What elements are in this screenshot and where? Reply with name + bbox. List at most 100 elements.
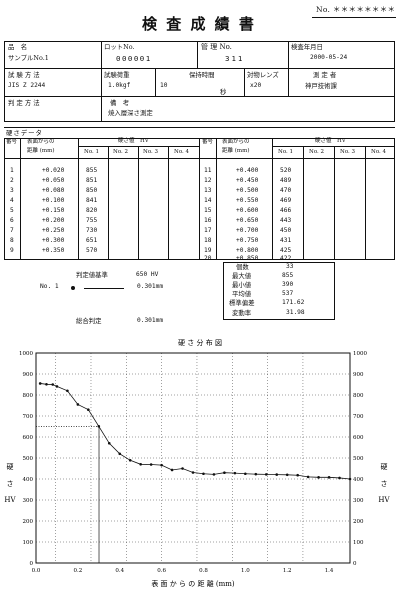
data-point — [181, 467, 184, 470]
data-point — [139, 463, 142, 466]
row-hardness: 425 — [280, 247, 292, 254]
remarks-value: 焼入層深さ測定 — [108, 109, 153, 117]
y-tick-label-right: 600 — [353, 435, 364, 441]
data-point — [38, 382, 42, 385]
row-distance: +0.750 — [236, 237, 259, 244]
table-header-rule — [4, 158, 395, 159]
col-header-distance: 表面からの — [27, 139, 55, 145]
header-divider — [155, 68, 156, 96]
data-point — [128, 459, 132, 462]
legend-series-value: 0.301mm — [137, 283, 164, 290]
row-hardness: 820 — [86, 207, 98, 214]
legend-line — [84, 288, 124, 289]
method-value: JIS Z 2244 — [8, 82, 46, 89]
col-header-no1: No. 1 — [84, 149, 100, 155]
header-divider — [288, 41, 289, 96]
stat-cv-label: 変動率 — [232, 309, 252, 317]
y-tick-label-right: 100 — [353, 540, 364, 546]
row-distance: +0.250 — [42, 227, 65, 234]
col-header-no2: No. 2 — [309, 149, 325, 155]
data-point — [149, 463, 153, 466]
row-hardness: 489 — [280, 177, 292, 184]
data-point — [66, 389, 69, 393]
row-distance: +0.400 — [236, 167, 259, 174]
row-distance: +0.850 — [236, 255, 259, 262]
method-label: 試 験 方 法 — [8, 71, 40, 79]
data-point — [275, 473, 279, 476]
tester-value: 神戸技術課 — [305, 82, 337, 90]
row-distance: +0.150 — [42, 207, 65, 214]
row-number: 19 — [204, 247, 212, 254]
report-number: No. ＊＊＊＊＊＊＊＊ — [316, 5, 396, 14]
y-tick-label: 1000 — [19, 351, 33, 357]
row-distance: +0.500 — [236, 187, 259, 194]
x-tick-label: 1.2 — [283, 568, 292, 574]
col-rule — [20, 138, 21, 260]
hardness-table-left — [4, 138, 200, 260]
y-tick-label-right: 300 — [353, 498, 364, 504]
row-distance: +0.350 — [42, 247, 65, 254]
row-hardness: 431 — [280, 237, 292, 244]
stat-min-label: 最小値 — [232, 281, 252, 289]
y-tick-label-right: 400 — [353, 477, 364, 483]
col-header-hardness: 硬さ値 HV — [118, 138, 149, 144]
hardness-table-right — [200, 138, 395, 260]
col-rule — [168, 146, 169, 260]
row-distance: +0.450 — [236, 177, 259, 184]
row-distance: +0.050 — [42, 177, 65, 184]
stat-mean-label: 平均値 — [232, 290, 252, 298]
data-point — [55, 385, 59, 388]
row-distance: +0.700 — [236, 227, 259, 234]
row-hardness: 470 — [280, 187, 292, 194]
y-tick-label: 200 — [23, 519, 34, 525]
header-divider — [244, 68, 245, 96]
judgement-method-label: 判 定 方 法 — [8, 99, 40, 107]
stat-mean-value: 537 — [282, 290, 294, 297]
page-title: 検 査 成 績 書 — [142, 15, 256, 33]
row-hardness: 450 — [280, 227, 292, 234]
data-point — [244, 472, 247, 476]
control-value: 311 — [225, 54, 245, 63]
x-axis-label: 表 面 か ら の 距 離 (mm) — [151, 579, 235, 588]
row-distance: +0.650 — [236, 217, 259, 224]
row-distance: +0.550 — [236, 197, 259, 204]
row-number: 15 — [204, 207, 212, 214]
x-tick-label: 0.6 — [157, 568, 166, 574]
col-header-distance-unit: 距離 (mm) — [27, 148, 55, 154]
y-tick-label: 700 — [23, 414, 34, 420]
row-number: 5 — [10, 207, 14, 214]
row-hardness: 443 — [280, 217, 292, 224]
y-tick-label-right: 800 — [353, 393, 364, 399]
date-value: 2000-05-24 — [310, 54, 348, 61]
row-number: 12 — [204, 177, 212, 184]
data-point — [97, 424, 101, 428]
row-number: 3 — [10, 187, 14, 194]
stat-count-label: 個数 — [236, 263, 249, 271]
y-tick-label: 400 — [23, 477, 34, 483]
y-tick-label-right: 200 — [353, 519, 364, 525]
row-number: 7 — [10, 227, 14, 234]
section-rule — [4, 127, 395, 128]
col-header-no: 番号 — [202, 139, 214, 145]
row-hardness: 850 — [86, 187, 98, 194]
data-point — [76, 403, 80, 406]
control-label: 管 理 No. — [201, 43, 232, 51]
y-tick-label: 600 — [23, 435, 34, 441]
y-tick-label-right: 500 — [353, 456, 364, 462]
row-hardness: 466 — [280, 207, 292, 214]
y-tick-label: 300 — [23, 498, 34, 504]
criteria-base-value: 650 HV — [136, 271, 159, 278]
row-number: 20 — [204, 255, 212, 262]
tester-label: 測 定 者 — [313, 71, 337, 79]
data-point — [285, 473, 289, 477]
col-header-no3: No. 3 — [143, 149, 159, 155]
overall-judgement-value: 0.301mm — [137, 317, 164, 324]
product-name-label: 品 名 — [8, 43, 28, 51]
y-axis-label-left: HV — [4, 496, 16, 504]
data-point — [296, 473, 299, 477]
load-value: 1.0kgf — [108, 82, 131, 89]
row-number: 13 — [204, 187, 212, 194]
data-point — [160, 463, 163, 467]
row-number: 9 — [10, 247, 14, 254]
col-rule — [334, 146, 335, 260]
